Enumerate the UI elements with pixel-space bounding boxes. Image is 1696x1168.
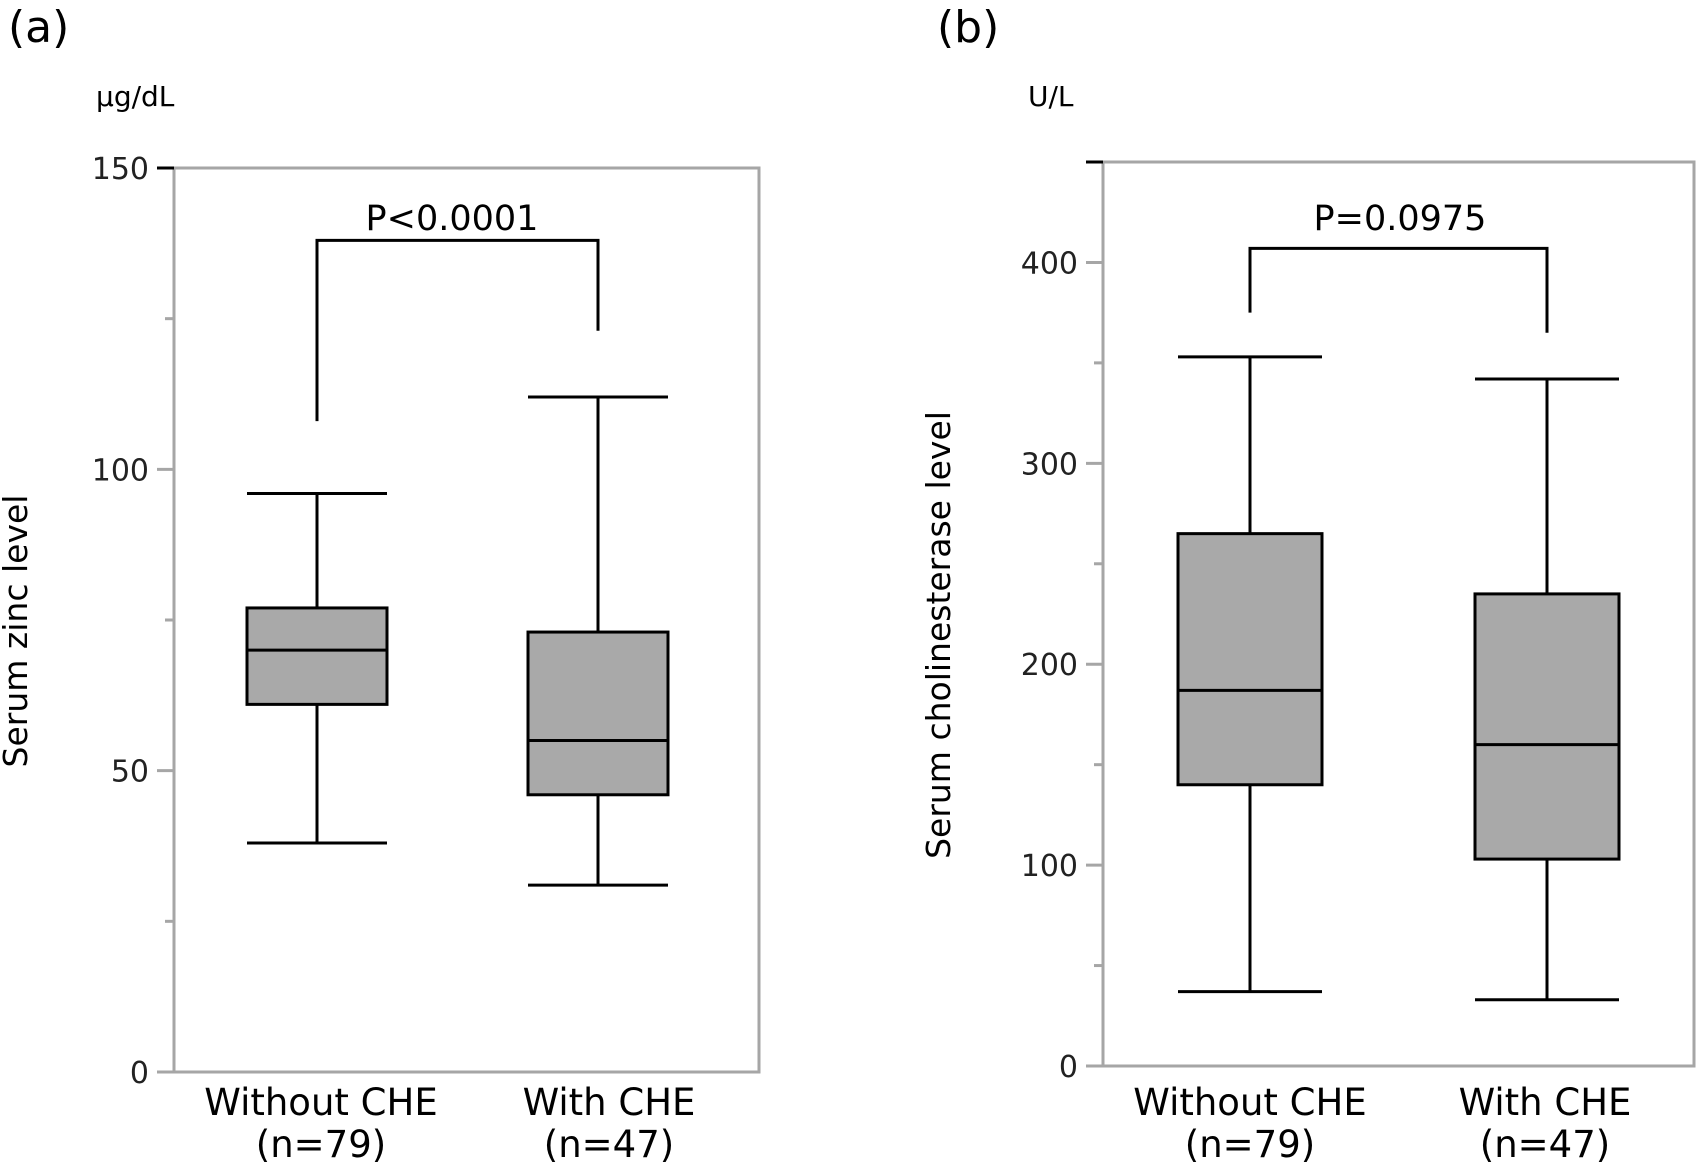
x-n-label-a-1: (n=47)	[544, 1123, 674, 1166]
panel-label-a: (a)	[8, 2, 69, 53]
panel-b-cholinesterase: (b) U/L Serum cholinesterase level 0 100 2…	[919, 2, 1696, 1166]
x-n-label-b-0: (n=79)	[1185, 1123, 1315, 1166]
p-value-a: P<0.0001	[366, 199, 539, 239]
y-tick-label-a: 150	[92, 152, 149, 187]
y-tick-label-b: 400	[1021, 246, 1078, 281]
x-n-label-b-1: (n=47)	[1480, 1123, 1610, 1166]
box-plot-a-0	[245, 491, 389, 845]
plot-frame-b	[1101, 160, 1696, 1068]
y-ticks-a: 0 50 100 150	[92, 152, 174, 1091]
iqr-box	[1176, 532, 1324, 787]
x-label-a-0: Without CHE	[204, 1081, 437, 1124]
box-plot-b-0	[1176, 355, 1324, 994]
box-plot-b-1	[1473, 377, 1621, 1002]
box-plot-a-1	[526, 395, 670, 887]
y-tick-label-b: 100	[1021, 849, 1078, 884]
y-unit-label-a: μg/dL	[96, 80, 175, 113]
boxes-a	[245, 395, 670, 887]
significance-bracket-a	[315, 238, 600, 422]
x-label-b-0: Without CHE	[1133, 1081, 1366, 1124]
y-tick-label-b: 0	[1059, 1050, 1078, 1085]
x-n-label-a-0: (n=79)	[256, 1123, 386, 1166]
y-tick-label-a: 0	[130, 1056, 149, 1091]
x-label-a-1: With CHE	[523, 1081, 696, 1124]
y-tick-label-b: 200	[1021, 648, 1078, 683]
panel-a-zinc: (a) μg/dL Serum zinc level 0 50 100 150 P<0…	[0, 2, 761, 1166]
bracket-line-a	[315, 238, 600, 422]
x-label-b-1: With CHE	[1459, 1081, 1632, 1124]
panel-label-b: (b)	[937, 2, 999, 53]
iqr-box	[245, 606, 389, 706]
y-axis-title-a: Serum zinc level	[0, 495, 35, 768]
y-tick-label-a: 100	[92, 453, 149, 488]
y-ticks-b: 0 100 200 300 400	[1021, 160, 1103, 1085]
y-unit-label-b: U/L	[1028, 80, 1074, 113]
boxes-b	[1176, 355, 1621, 1002]
y-axis-title-b: Serum cholinesterase level	[919, 411, 958, 859]
y-tick-label-a: 50	[111, 755, 149, 790]
significance-bracket-b	[1248, 246, 1549, 333]
iqr-box	[1473, 592, 1621, 861]
iqr-box	[526, 630, 670, 797]
p-value-b: P=0.0975	[1314, 199, 1487, 239]
y-tick-label-b: 300	[1021, 447, 1078, 482]
bracket-line-b	[1248, 246, 1549, 333]
